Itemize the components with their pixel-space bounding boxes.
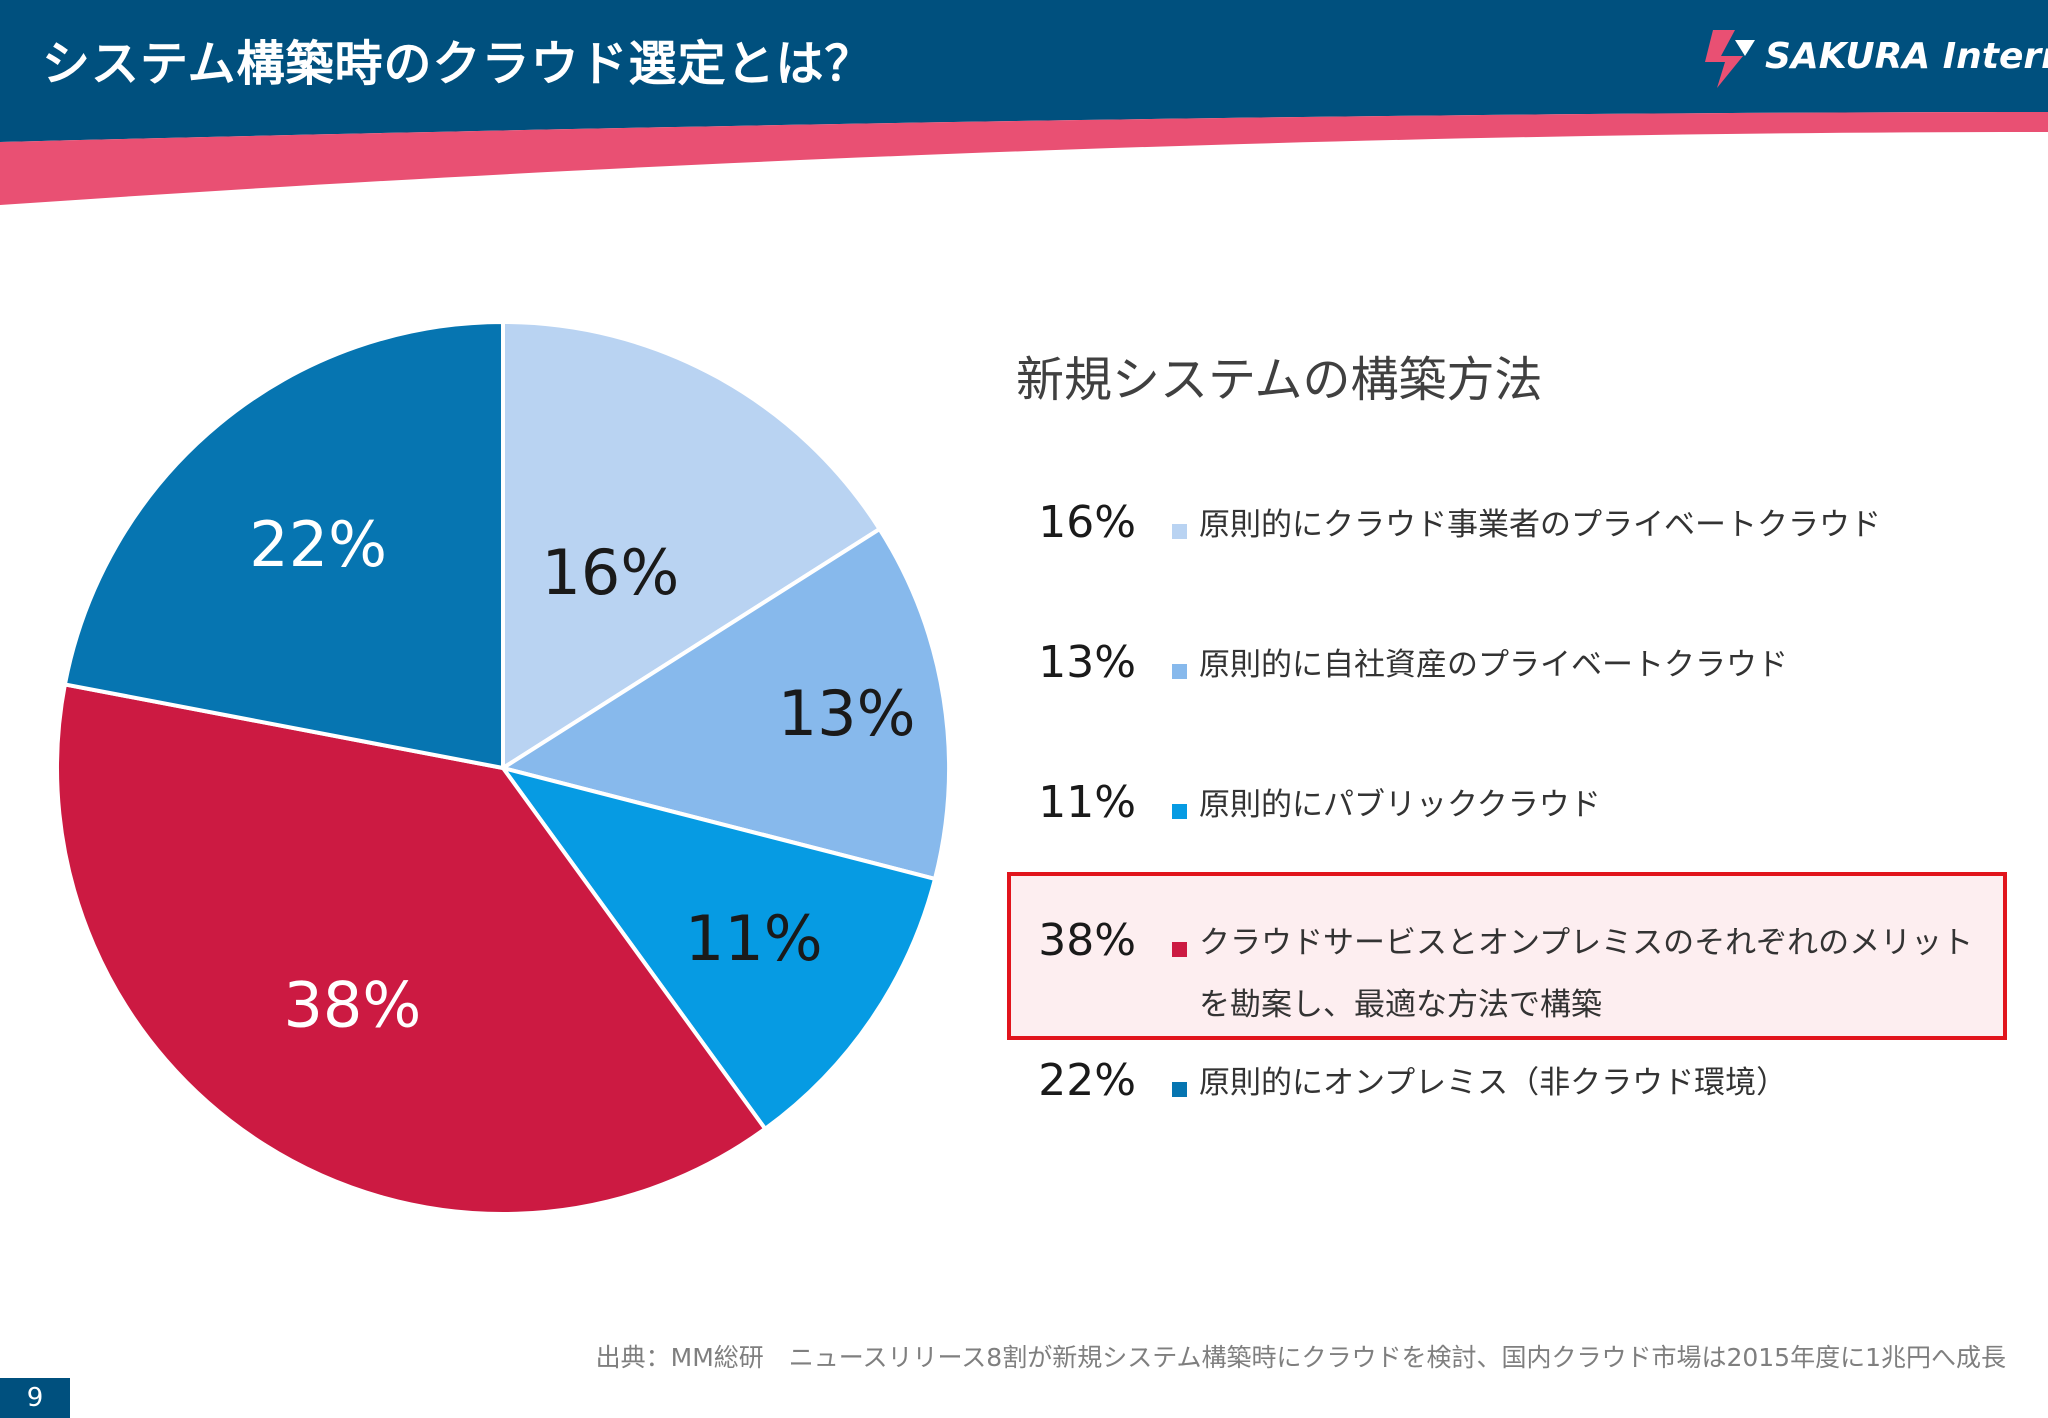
header-banner bbox=[0, 0, 2048, 205]
pie-slice-label: 16% bbox=[541, 536, 679, 609]
legend-title: 新規システムの構築方法 bbox=[1016, 352, 1543, 408]
legend-item-hybrid: 38% クラウドサービスとオンプレミスのそれぞれのメリットを勘案し、最適な方法で… bbox=[1016, 915, 2006, 1045]
pie-slice bbox=[55, 682, 768, 1216]
sakura-logo-icon bbox=[1705, 30, 1755, 88]
legend-percent: 13% bbox=[1038, 637, 1136, 688]
highlight-box bbox=[1007, 872, 2007, 1040]
page-number: 9 bbox=[0, 1378, 70, 1418]
sakura-internet-logo: SAKURA Internet bbox=[1705, 22, 2048, 92]
pie-slice bbox=[498, 526, 951, 882]
legend-item-on-premise: 22% 原則的にオンプレミス（非クラウド環境） bbox=[1016, 1055, 2006, 1185]
legend-label: 原則的にパブリッククラウド bbox=[1199, 787, 1601, 823]
pie-slice bbox=[62, 319, 505, 771]
legend-percent: 11% bbox=[1038, 777, 1136, 828]
legend-swatch bbox=[1172, 1082, 1187, 1097]
source-note: 出典：MM総研 ニュースリリース8割が新規システム構築時にクラウドを検討、国内ク… bbox=[595, 1343, 2006, 1372]
pie-slice-label: 13% bbox=[778, 677, 916, 750]
legend-item-private-cloud-own: 13% 原則的に自社資産のプライベートクラウド bbox=[1016, 637, 2006, 767]
pie-chart: 16% 13% 11% 38% 22% bbox=[55, 319, 951, 1216]
legend-swatch bbox=[1172, 524, 1187, 539]
legend-label: 原則的にクラウド事業者のプライベートクラウド bbox=[1199, 507, 1881, 543]
slide-header: システム構築時のクラウド選定とは？ SAKURA Internet bbox=[0, 0, 2048, 210]
pie-slice-label: 11% bbox=[685, 902, 823, 975]
pie-slice-label: 38% bbox=[283, 969, 421, 1042]
legend-percent: 16% bbox=[1038, 497, 1136, 548]
legend-label: 原則的にオンプレミス（非クラウド環境） bbox=[1199, 1065, 1788, 1101]
pie-slice bbox=[501, 319, 883, 772]
legend-swatch bbox=[1172, 664, 1187, 679]
logo-text: SAKURA Internet bbox=[1765, 36, 2048, 77]
slide-title: システム構築時のクラウド選定とは？ bbox=[42, 36, 874, 92]
legend-label: 原則的に自社資産のプライベートクラウド bbox=[1199, 647, 1788, 683]
pie-slice-label: 22% bbox=[249, 508, 387, 581]
legend-label: クラウドサービスとオンプレミスのそれぞれのメリットを勘案し、最適な方法で構築 bbox=[1199, 925, 1974, 1023]
legend-percent: 22% bbox=[1038, 1055, 1136, 1106]
legend-item-private-cloud-provider: 16% 原則的にクラウド事業者のプライベートクラウド bbox=[1016, 497, 2006, 627]
pie-slice bbox=[498, 764, 938, 1132]
legend-percent: 38% bbox=[1038, 915, 1136, 966]
legend-swatch bbox=[1172, 804, 1187, 819]
legend-item-public-cloud: 11% 原則的にパブリッククラウド bbox=[1016, 777, 2006, 907]
legend-swatch bbox=[1172, 942, 1187, 957]
